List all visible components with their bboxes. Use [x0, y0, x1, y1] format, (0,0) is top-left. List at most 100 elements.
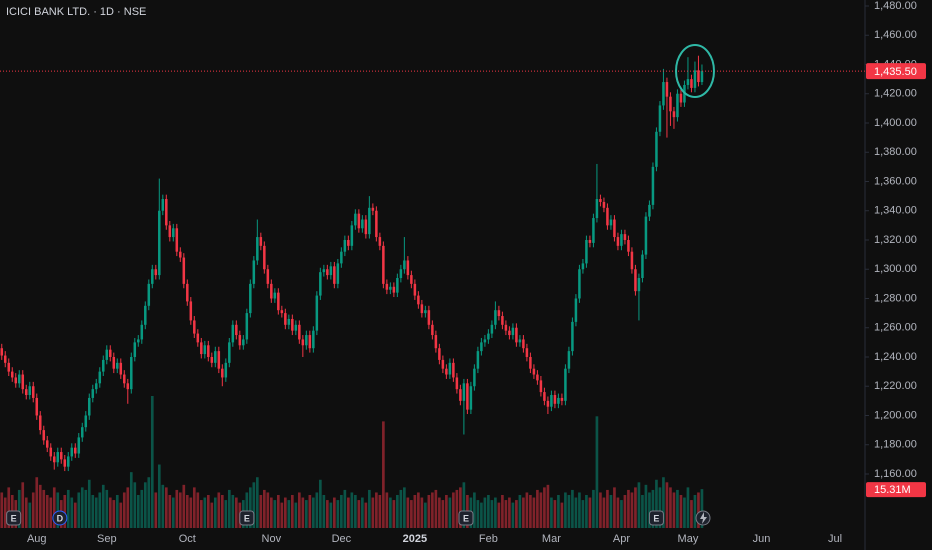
volume-bar	[140, 489, 144, 528]
volume-bar	[269, 497, 273, 528]
candle-body	[494, 310, 497, 325]
volume-bar	[143, 482, 147, 528]
volume-bar	[294, 502, 298, 528]
volume-bar	[361, 497, 364, 528]
candle-body	[672, 111, 676, 118]
candle-body	[298, 324, 301, 340]
volume-bar	[697, 492, 700, 528]
candle-body	[350, 225, 354, 246]
candle-body	[487, 333, 490, 340]
volume-bar	[546, 484, 550, 528]
volume-bar	[522, 497, 525, 528]
volume-bar	[371, 497, 375, 528]
volume-bar	[385, 492, 389, 528]
candle-body	[641, 254, 644, 279]
candle-body	[504, 324, 508, 331]
candle-body	[39, 415, 42, 431]
volume-bar	[175, 489, 179, 528]
volume-bar	[662, 477, 665, 528]
volume-bar	[497, 502, 501, 528]
candle-body	[24, 389, 28, 396]
volume-bar	[87, 479, 91, 528]
candle-body	[235, 324, 238, 336]
volume-bar	[35, 477, 39, 528]
candle-body	[31, 386, 35, 398]
candle-body	[623, 234, 627, 240]
candle-body	[63, 459, 67, 467]
x-tick-label: Dec	[332, 533, 352, 545]
volume-bar	[319, 479, 322, 528]
volume-bar	[396, 495, 399, 528]
y-tick-label: 1,200.00	[874, 409, 917, 421]
candle-body	[210, 356, 214, 363]
candle-body	[553, 395, 557, 404]
candle-body	[21, 374, 25, 390]
volume-bar	[501, 495, 504, 528]
volume-bar	[581, 500, 585, 528]
candle-body	[305, 335, 308, 346]
candle-body	[497, 310, 501, 317]
volume-bar	[417, 492, 420, 528]
volume-bar	[56, 492, 60, 528]
y-tick-label: 1,420.00	[874, 88, 917, 100]
candle-body	[280, 310, 284, 314]
event-icon	[52, 510, 68, 526]
volume-bar	[438, 497, 441, 528]
volume-bar	[389, 497, 392, 528]
volume-bar	[308, 495, 312, 528]
volume-bar	[676, 489, 679, 528]
candle-body	[357, 213, 361, 229]
candle-body	[42, 430, 46, 441]
candle-body	[319, 272, 322, 296]
volume-bar	[245, 492, 249, 528]
volume-bar	[326, 500, 329, 528]
candle-body	[17, 374, 21, 384]
candle-body	[525, 348, 529, 357]
chart-title: ICICI BANK LTD. · 1D · NSE	[6, 6, 146, 18]
volume-bar	[70, 497, 74, 528]
volume-bar	[382, 421, 385, 528]
last-price-box	[866, 63, 926, 80]
volume-bar	[66, 489, 70, 528]
event-icon	[239, 510, 255, 526]
candle-body	[375, 210, 378, 238]
volume-bar	[658, 487, 662, 528]
candle-body	[637, 278, 641, 292]
candle-body	[501, 316, 504, 325]
last-volume-box	[866, 482, 926, 498]
volume-bar	[588, 497, 592, 528]
volume-bar	[490, 500, 494, 528]
volume-bar	[287, 500, 291, 528]
candle-body	[203, 345, 207, 355]
candle-body	[700, 71, 704, 83]
volume-bar	[343, 489, 347, 528]
y-tick-label: 1,260.00	[874, 322, 917, 334]
volume-bar	[585, 495, 588, 528]
volume-bar	[291, 495, 294, 528]
candle-body	[95, 383, 98, 390]
volume-bar	[259, 495, 263, 528]
candle-body	[0, 348, 4, 356]
event-icon	[6, 510, 22, 526]
candle-body	[301, 339, 305, 346]
candle-body	[480, 342, 483, 352]
candle-body	[665, 82, 669, 97]
candle-body	[515, 327, 518, 343]
y-tick-label: 1,340.00	[874, 205, 917, 217]
volume-bar	[504, 500, 508, 528]
volume-bar	[28, 502, 32, 528]
candle-body	[522, 339, 525, 349]
candle-body	[340, 251, 343, 264]
volume-bar	[578, 492, 581, 528]
candle-body	[144, 305, 147, 325]
volume-bar	[91, 495, 95, 528]
candle-body	[343, 239, 347, 252]
volume-bar	[399, 489, 403, 528]
volume-bar	[112, 500, 116, 528]
volume-bar	[189, 497, 193, 528]
volume-bar	[410, 500, 413, 528]
x-tick-label: Aug	[27, 533, 47, 545]
candle-body	[172, 228, 175, 238]
candle-body	[245, 313, 249, 340]
